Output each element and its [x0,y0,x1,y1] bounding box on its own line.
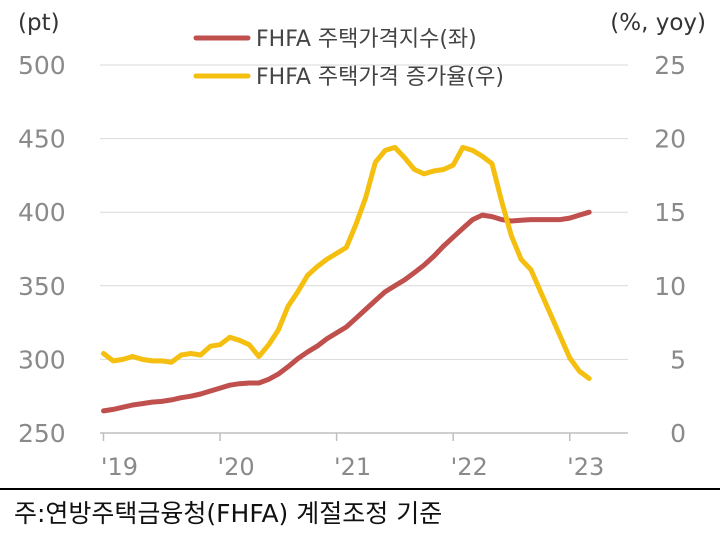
footnote: 주:연방주택금융청(FHFA) 계절조정 기준 [14,499,443,528]
x-tick-label: '20 [217,453,254,481]
left-tick-label: 500 [18,51,66,80]
x-tick-label: '21 [334,453,371,481]
x-axis: '19 '20 '21 '22 '23 [100,432,628,481]
left-axis-unit: (pt) [18,10,60,36]
right-axis-unit: (%, yoy) [610,10,706,36]
left-tick-label: 250 [18,419,66,448]
left-axis: 250 300 350 400 450 500 [18,51,66,448]
left-tick-label: 350 [18,272,66,301]
right-tick-label: 20 [654,125,686,154]
legend-label: FHFA 주택가격지수(좌) [256,27,477,52]
series-layer [101,144,592,414]
left-tick-label: 300 [18,345,66,374]
footnote-divider [0,488,720,490]
right-axis: 0 5 10 15 20 25 [654,51,686,448]
left-tick-label: 450 [18,125,66,154]
legend-label: FHFA 주택가격 증가율(우) [256,65,504,90]
right-tick-label: 15 [654,198,686,227]
left-tick-label: 400 [18,198,66,227]
legend: FHFA 주택가격지수(좌) FHFA 주택가격 증가율(우) [193,27,504,90]
right-tick-label: 10 [654,272,686,301]
x-tick-label: '19 [101,453,138,481]
x-tick-label: '23 [567,453,604,481]
x-tick-label: '22 [451,453,488,481]
right-tick-label: 25 [654,51,686,80]
right-tick-label: 5 [670,345,686,374]
series-line-growth [101,144,592,381]
right-tick-label: 0 [670,419,686,448]
